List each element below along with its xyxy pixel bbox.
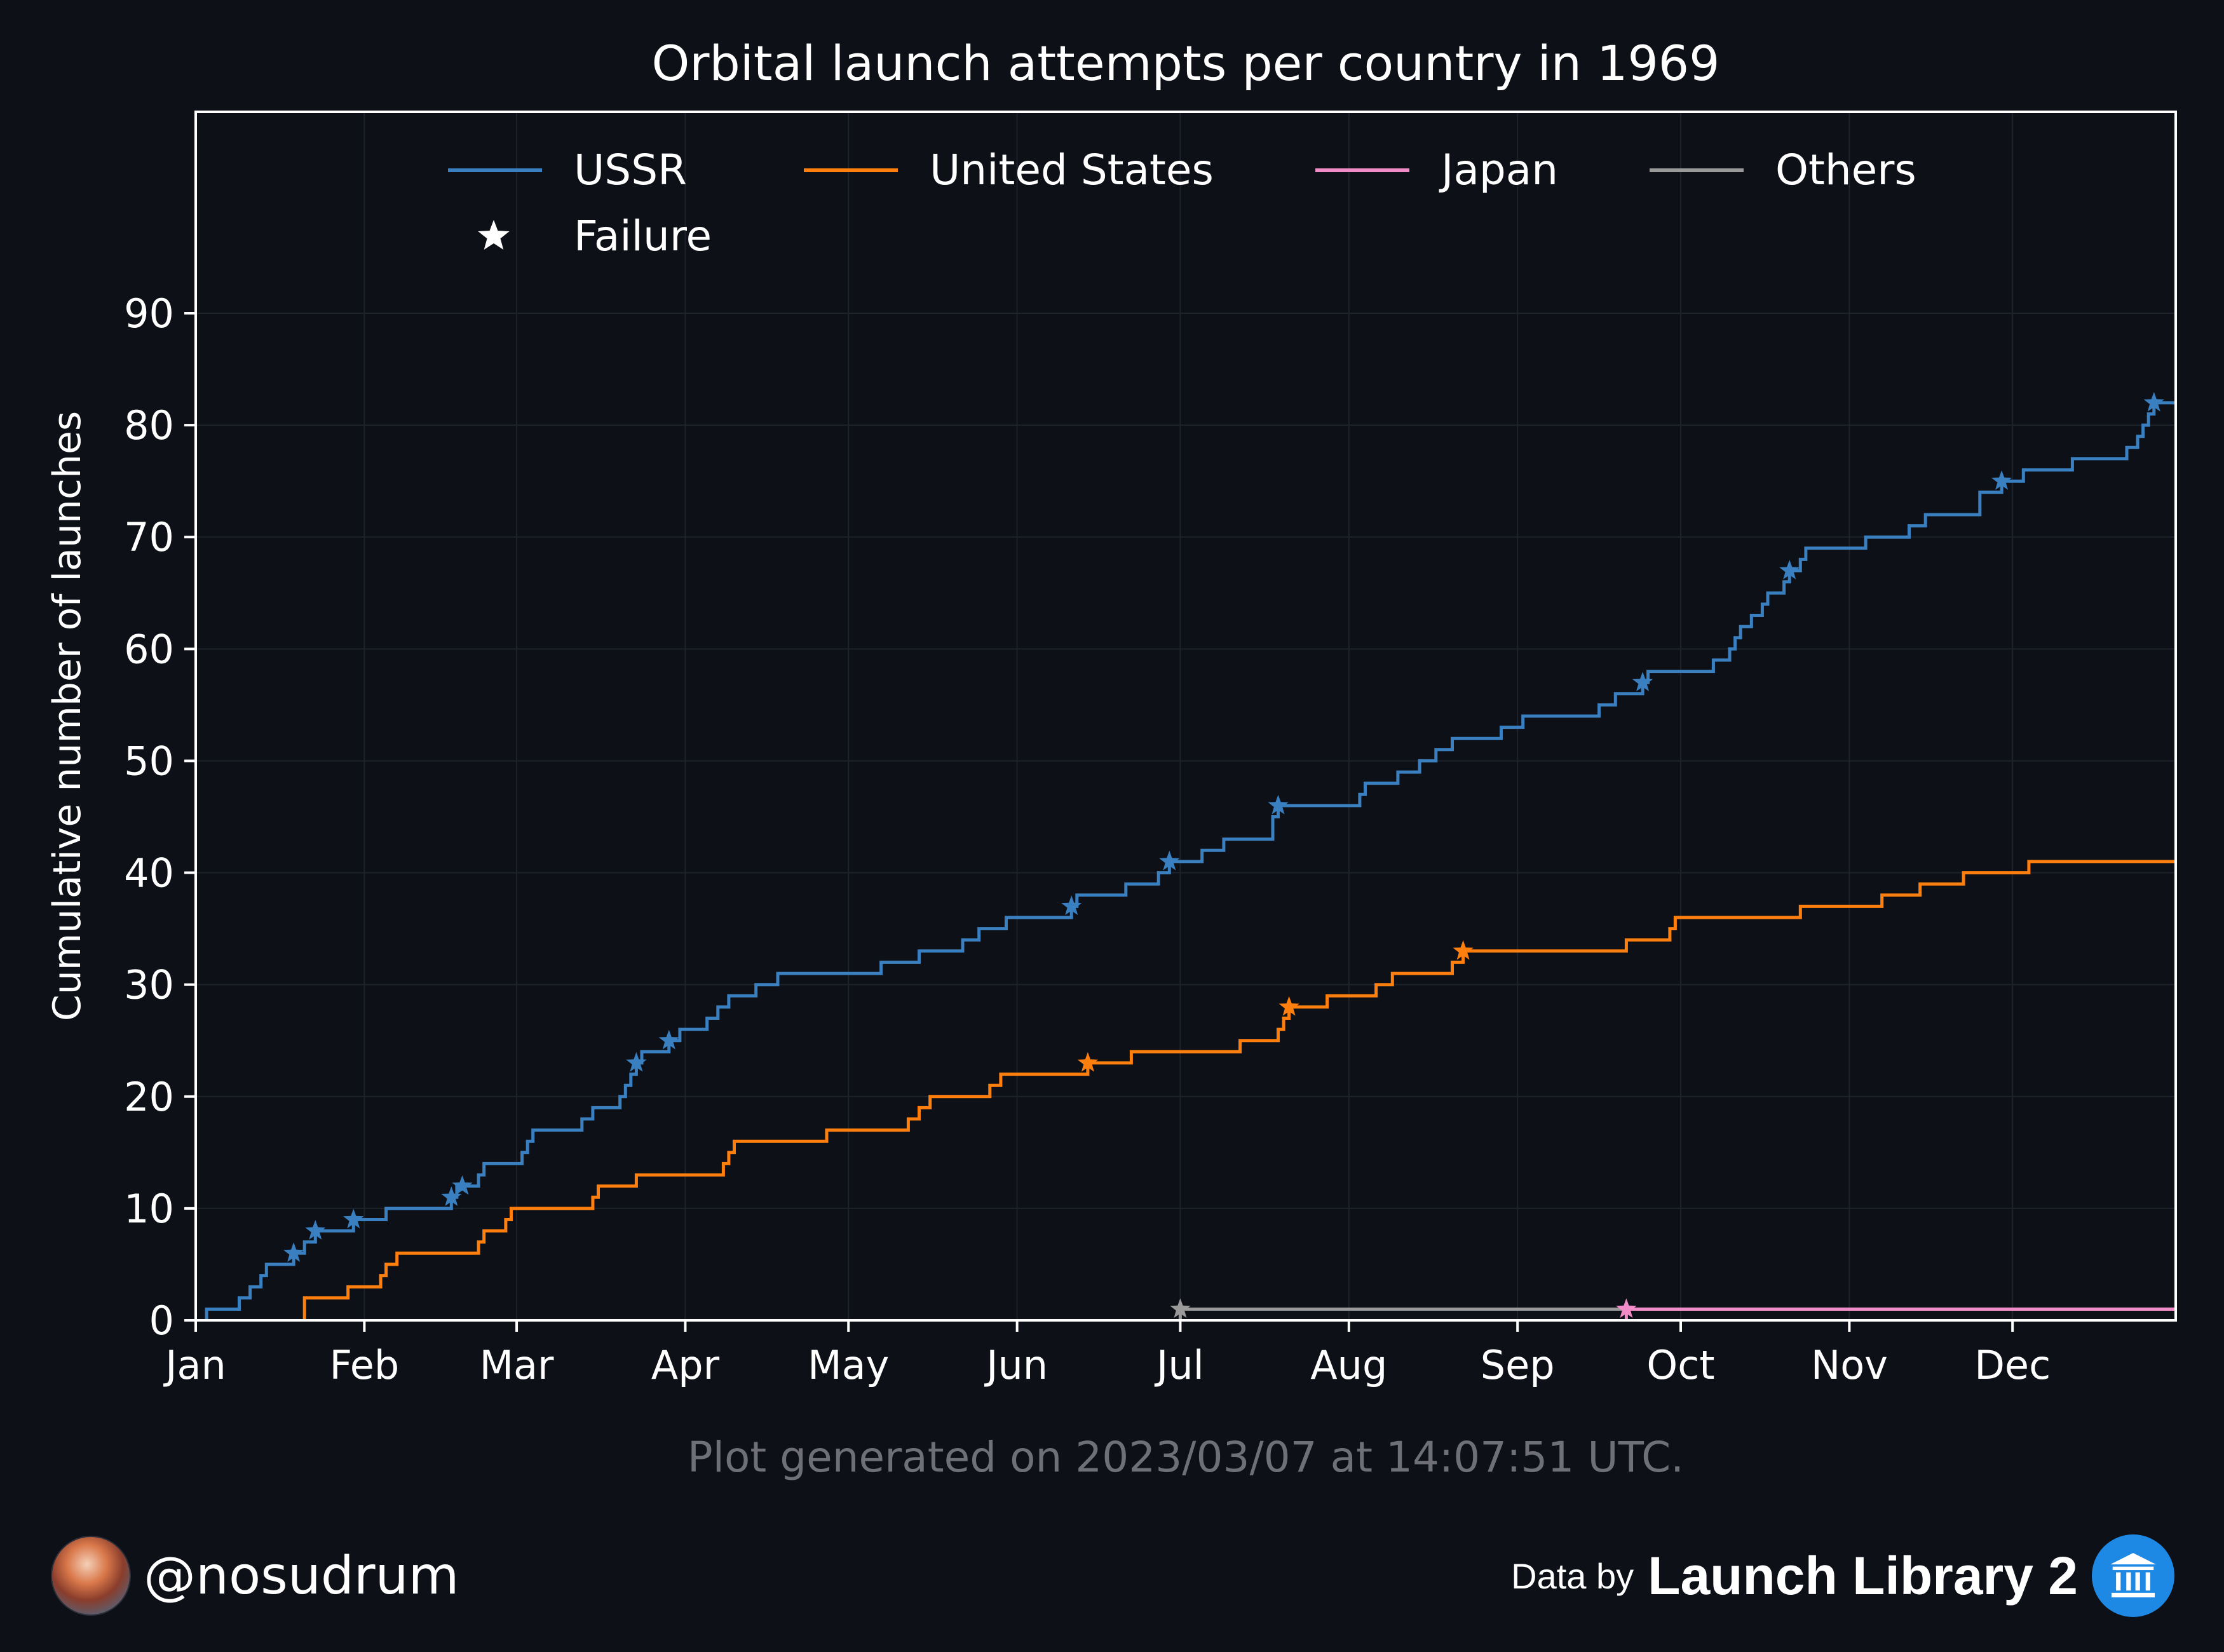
failure-marker [1170,1298,1191,1318]
failure-marker [305,1220,326,1240]
legend-label: Others [1775,146,1916,194]
failure-marker [658,1029,679,1050]
library-building-icon [2092,1534,2174,1617]
y-tick-label: 20 [124,1074,174,1120]
series-line-others [1178,1307,2176,1320]
x-tick-label: Mar [480,1342,554,1388]
y-tick-label: 70 [124,514,174,560]
y-tick-label: 10 [124,1186,174,1232]
failure-marker [1268,794,1289,815]
failure-marker [1159,850,1180,870]
x-tick-label: Oct [1646,1342,1714,1388]
legend-failure-star-icon [478,220,510,250]
failure-marker [452,1175,473,1195]
series-line-japan [1624,1307,2176,1320]
x-tick-label: May [808,1342,889,1388]
x-tick-label: Apr [651,1342,720,1388]
failure-marker [2143,391,2164,412]
x-tick-label: Jan [163,1342,226,1388]
y-tick-label: 40 [124,850,174,897]
legend-label: Japan [1439,146,1558,194]
author-handle: @nosudrum [144,1545,459,1606]
failure-marker [1453,940,1474,960]
failure-marker [1061,895,1082,916]
data-by-label: Data by [1511,1555,1634,1596]
series-line-united-states [302,860,2176,1320]
grid [195,112,2176,1321]
failure-marker [1632,672,1653,691]
generated-note: Plot generated on 2023/03/07 at 14:07:51… [688,1433,1684,1482]
x-tick-label: Aug [1310,1342,1387,1388]
failure-marker [1278,996,1299,1016]
series-layer [205,391,2176,1320]
x-tick-label: Sep [1481,1342,1555,1388]
x-tick-label: Nov [1811,1342,1888,1388]
user-avatar-icon [51,1536,131,1616]
failure-marker [1991,470,2012,490]
chart-title: Orbital launch attempts per country in 1… [651,35,1719,91]
legend-label: Failure [574,212,712,261]
data-source-name: Launch Library 2 [1648,1545,2078,1606]
y-tick-label: 30 [124,962,174,1008]
y-tick-label: 0 [149,1297,174,1344]
failure-marker [1779,560,1800,579]
series-line-ussr [205,401,2176,1320]
failure-marker [626,1052,647,1072]
y-axis-label: Cumulative number of launches [45,411,90,1021]
x-tick-label: Dec [1974,1342,2051,1388]
plot-frame [194,111,2177,1322]
author-credit: @nosudrum [51,1534,459,1617]
failure-marker [1077,1052,1099,1072]
failure-marker [283,1242,304,1263]
failure-marker [1616,1298,1637,1318]
data-source-credit: Data by Launch Library 2 [1511,1534,2174,1617]
failure-marker [441,1186,462,1206]
y-tick-label: 90 [124,290,174,337]
legend: USSR United States Japan Others Failure [448,146,1916,261]
x-tick-label: Jul [1154,1342,1204,1388]
x-tick-label: Jun [984,1342,1048,1388]
y-tick-label: 80 [124,402,174,449]
failure-marker [343,1209,364,1229]
y-tick-label: 60 [124,626,174,672]
ticks: Jan Feb Mar Apr May Jun Jul Aug Sep Oct Nov Dec 0 10 2… [124,290,2051,1388]
x-tick-label: Feb [329,1342,399,1388]
legend-label: USSR [574,146,687,194]
y-tick-label: 50 [124,738,174,784]
legend-label: United States [930,146,1214,194]
